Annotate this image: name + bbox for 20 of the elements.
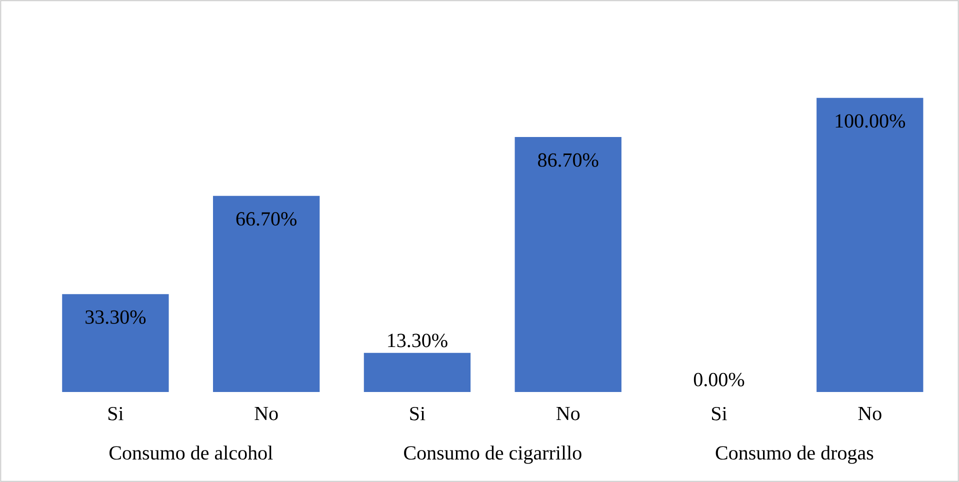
bar [514, 137, 622, 392]
data-label: 86.70% [538, 153, 598, 167]
x-tick-label: Si [410, 406, 426, 420]
x-tick-label: Si [108, 406, 124, 420]
x-tick-label: No [254, 406, 278, 420]
data-label: 66.70% [236, 212, 296, 226]
x-tick-label: No [858, 406, 882, 420]
text: Consumo de drogas [716, 446, 874, 464]
data-label: 0.00% [694, 372, 744, 386]
data-label: 100.00% [836, 114, 906, 128]
bar [62, 294, 169, 392]
text: Consumo de alcohol [109, 446, 273, 460]
bar [364, 352, 471, 392]
data-label: 33.30% [86, 310, 146, 324]
text: Consumo de cigarrillo [404, 446, 582, 464]
bar [816, 98, 924, 392]
bar [213, 196, 320, 392]
x-tick-label: No [556, 406, 580, 420]
x-tick-label: Si [712, 406, 727, 420]
data-label: 13.30% [388, 334, 448, 348]
